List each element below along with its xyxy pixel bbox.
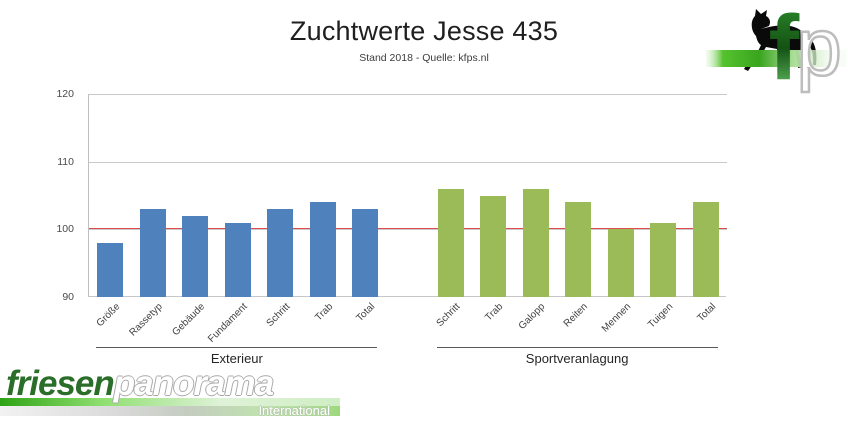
y-tick-label: 110: [57, 155, 74, 168]
logo-wordmark: friesenpanorama: [6, 364, 274, 403]
group-axis: Exterieur Sportveranlagung: [88, 347, 726, 373]
bar-sportveranlagung-total: [692, 202, 719, 297]
logo-stripe-green: [0, 398, 340, 406]
fp-letter-p: p: [796, 2, 842, 93]
category-label: Rassetyp: [127, 301, 165, 339]
fp-letter-f: f: [769, 0, 800, 99]
green-band: [706, 50, 846, 67]
category-label: Trab: [483, 301, 506, 324]
bar-exterieur-total: [352, 209, 379, 297]
category-label: Tuigen: [646, 301, 676, 331]
gridline-120: [89, 94, 727, 95]
group-label-sportveranlagung: Sportveranlagung: [525, 351, 629, 366]
y-axis: 90 100 110 120: [0, 88, 80, 303]
logo-text-international: International: [258, 403, 330, 418]
plot-area: Größe Rassetyp Gebäude Fundament Schritt Trab…: [88, 94, 727, 345]
category-label: Fundament: [206, 301, 250, 345]
bar-exterieur-schritt: [267, 209, 294, 297]
fp-horse-logo: f p: [706, 0, 846, 99]
bar-sportveranlagung-reiten: [565, 202, 592, 297]
group-divider-line: [436, 347, 718, 348]
category-label: Mennen: [599, 301, 633, 335]
category-label: Gebäude: [170, 301, 208, 339]
bar-sportveranlagung-mennen: [607, 229, 634, 297]
y-tick-label: 100: [56, 223, 74, 236]
category-label: Größe: [94, 301, 123, 330]
category-label: Galopp: [517, 301, 548, 332]
bar-sportveranlagung-trab: [480, 195, 507, 297]
bar-sportveranlagung-schritt: [437, 188, 464, 297]
bar-exterieur-rassetyp: [139, 209, 166, 297]
category-label: Trab: [312, 301, 336, 324]
category-label: Schritt: [434, 301, 463, 330]
y-tick-label: 120: [56, 88, 74, 100]
bar-exterieur-fundament: [224, 222, 251, 297]
bar-exterieur-gebäude: [182, 215, 209, 297]
bar-exterieur-größe: [97, 242, 124, 297]
category-label: Schritt: [264, 301, 293, 330]
group-divider-line: [96, 347, 378, 348]
bar-sportveranlagung-tuigen: [650, 222, 677, 297]
chart-subtitle: Stand 2018 - Quelle: kfps.nl: [359, 52, 489, 64]
y-tick-label: 90: [62, 291, 74, 303]
group-label-exterieur: Exterieur: [210, 351, 263, 366]
logo-text-panorama: panorama: [113, 364, 274, 403]
category-label: Total: [354, 301, 378, 325]
category-label: Total: [695, 301, 718, 325]
logo-stripe-silver: [0, 406, 340, 416]
bar-sportveranlagung-galopp: [522, 188, 549, 297]
gridline-100: [89, 229, 727, 231]
gridline-110: [89, 161, 727, 163]
logo-text-friesen: friesen: [6, 364, 115, 403]
bar-exterieur-trab: [309, 202, 336, 297]
chart-title: Zuchtwerte Jesse 435: [289, 16, 559, 46]
friesenpanorama-logo: friesenpanorama International: [0, 366, 340, 422]
category-label: Reiten: [561, 301, 591, 330]
